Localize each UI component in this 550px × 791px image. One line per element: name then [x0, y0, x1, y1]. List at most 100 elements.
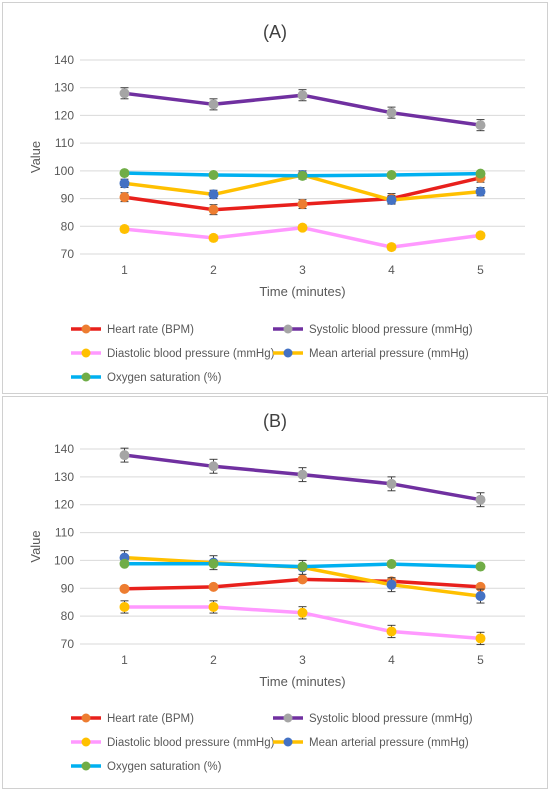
legend-item: Systolic blood pressure (mmHg) [273, 324, 473, 336]
data-point [119, 583, 130, 594]
chart-title: (B) [263, 411, 287, 431]
data-point [386, 107, 397, 118]
chart-panel-b: (B) 70 80 90 100 110 120 130 140 1 2 3 4 5 Time (minut… [2, 396, 548, 789]
legend-item: Mean arterial pressure (mmHg) [273, 348, 469, 360]
data-point [475, 230, 486, 241]
data-point [119, 168, 130, 179]
y-tick-label: 130 [54, 81, 74, 95]
series-5 [119, 168, 486, 181]
data-point [119, 192, 130, 203]
data-point [119, 178, 130, 189]
line-chart-a: (A) 70 80 90 100 110 120 130 140 1 2 3 4 5 Time (minut… [28, 22, 525, 384]
x-tick-label: 2 [210, 653, 217, 667]
legend-swatch-marker [283, 324, 293, 334]
data-point [297, 607, 308, 618]
x-tick-label: 1 [121, 653, 128, 667]
y-tick-label: 90 [61, 192, 75, 206]
gridlines [80, 59, 525, 255]
data-point [475, 561, 486, 572]
legend-swatch-marker [81, 348, 91, 358]
series-2 [119, 447, 486, 508]
data-point [475, 168, 486, 179]
legend-label: Heart rate (BPM) [107, 324, 194, 336]
x-tick-label: 2 [210, 263, 217, 277]
data-point [475, 186, 486, 197]
x-tick-label: 4 [388, 263, 395, 277]
legend-label: Oxygen saturation (%) [107, 761, 222, 773]
data-point [297, 574, 308, 585]
legend-swatch-marker [81, 761, 91, 771]
data-point [208, 170, 219, 181]
data-point [208, 232, 219, 243]
data-point [297, 170, 308, 181]
data-point [386, 478, 397, 489]
legend-item: Heart rate (BPM) [71, 324, 194, 336]
x-axis-label: Time (minutes) [259, 284, 345, 299]
legend-swatch-marker [283, 737, 293, 747]
data-point [386, 626, 397, 637]
y-axis-label: Value [28, 141, 43, 173]
legend-label: Diastolic blood pressure (mmHg) [107, 348, 275, 360]
x-tick-label: 1 [121, 263, 128, 277]
y-tick-label: 130 [54, 470, 74, 484]
legend: Heart rate (BPM) Systolic blood pressure … [71, 713, 473, 773]
legend-label: Heart rate (BPM) [107, 713, 194, 725]
legend-swatch-marker [81, 372, 91, 382]
legend-item: Diastolic blood pressure (mmHg) [71, 737, 275, 749]
series-2 [119, 87, 486, 132]
legend-item: Systolic blood pressure (mmHg) [273, 713, 473, 725]
data-point [297, 561, 308, 572]
legend-label: Mean arterial pressure (mmHg) [309, 348, 469, 360]
gridlines [80, 448, 525, 645]
y-tick-label: 110 [55, 136, 74, 150]
legend-swatch-marker [283, 348, 293, 358]
data-point [297, 199, 308, 210]
y-tick-label: 120 [54, 108, 74, 122]
data-point [386, 559, 397, 570]
chart-title: (A) [263, 22, 287, 42]
data-point [208, 204, 219, 215]
x-axis-label: Time (minutes) [259, 674, 345, 689]
data-point [208, 558, 219, 569]
data-point [119, 224, 130, 235]
y-tick-label: 80 [61, 219, 75, 233]
data-point [208, 189, 219, 200]
y-tick-label: 100 [54, 164, 74, 178]
data-point [119, 88, 130, 99]
data-point [208, 461, 219, 472]
legend-swatch-marker [283, 713, 293, 723]
x-tick-label: 3 [299, 653, 306, 667]
legend-item: Heart rate (BPM) [71, 713, 194, 725]
series-5 [119, 558, 486, 572]
legend-item: Diastolic blood pressure (mmHg) [71, 348, 275, 360]
legend-item: Mean arterial pressure (mmHg) [273, 737, 469, 749]
y-tick-label: 90 [61, 581, 75, 595]
data-point [386, 242, 397, 253]
y-tick-label: 140 [54, 442, 74, 456]
series-3 [119, 222, 486, 253]
data-point [475, 591, 486, 602]
chart-panel-a: (A) 70 80 90 100 110 120 130 140 1 2 3 4 5 Time (minut… [2, 2, 548, 394]
legend-swatch-marker [81, 324, 91, 334]
data-point [386, 579, 397, 590]
legend-swatch-marker [81, 737, 91, 747]
data-point [119, 450, 130, 461]
legend-label: Systolic blood pressure (mmHg) [309, 324, 473, 336]
y-tick-label: 80 [61, 609, 75, 623]
legend-label: Mean arterial pressure (mmHg) [309, 737, 469, 749]
legend-label: Systolic blood pressure (mmHg) [309, 713, 473, 725]
y-tick-label: 70 [61, 247, 75, 261]
data-point [297, 90, 308, 101]
legend-item: Oxygen saturation (%) [71, 761, 222, 773]
legend: Heart rate (BPM) Systolic blood pressure … [71, 324, 473, 384]
legend-label: Diastolic blood pressure (mmHg) [107, 737, 275, 749]
x-tick-label: 5 [477, 653, 484, 667]
x-tick-label: 5 [477, 263, 484, 277]
data-point [208, 99, 219, 110]
data-point [475, 633, 486, 644]
x-tick-label: 3 [299, 263, 306, 277]
line-chart-b: (B) 70 80 90 100 110 120 130 140 1 2 3 4 5 Time (minut… [28, 411, 525, 773]
data-point [386, 170, 397, 181]
data-point [119, 558, 130, 569]
y-tick-label: 140 [54, 53, 74, 67]
